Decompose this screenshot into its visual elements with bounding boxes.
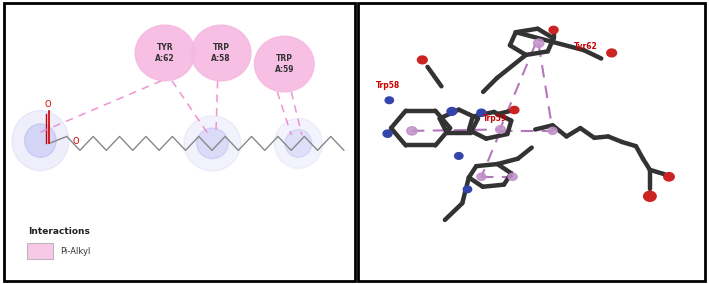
- Circle shape: [549, 26, 558, 34]
- Text: TRP
A:58: TRP A:58: [211, 43, 231, 63]
- Circle shape: [508, 173, 517, 180]
- Ellipse shape: [255, 36, 314, 92]
- Ellipse shape: [274, 118, 323, 168]
- Ellipse shape: [25, 124, 56, 157]
- Circle shape: [607, 49, 617, 57]
- Circle shape: [407, 127, 417, 135]
- Circle shape: [477, 173, 486, 180]
- Text: TRP
A:59: TRP A:59: [274, 54, 294, 74]
- Circle shape: [418, 56, 428, 64]
- Ellipse shape: [184, 116, 241, 171]
- FancyBboxPatch shape: [4, 3, 354, 281]
- Circle shape: [454, 153, 463, 159]
- Ellipse shape: [191, 25, 251, 81]
- Ellipse shape: [135, 25, 195, 81]
- Circle shape: [548, 127, 557, 135]
- FancyBboxPatch shape: [358, 3, 705, 281]
- Ellipse shape: [285, 130, 312, 157]
- Circle shape: [477, 109, 486, 116]
- Text: Interactions: Interactions: [28, 227, 90, 235]
- Circle shape: [510, 106, 519, 114]
- Text: O: O: [72, 137, 79, 147]
- Circle shape: [385, 97, 393, 104]
- Circle shape: [496, 126, 506, 133]
- Text: Trp58: Trp58: [376, 81, 400, 90]
- Ellipse shape: [12, 110, 69, 171]
- FancyBboxPatch shape: [28, 243, 53, 260]
- Circle shape: [383, 130, 392, 137]
- Circle shape: [664, 173, 674, 181]
- Circle shape: [463, 186, 471, 193]
- Text: Pi-Alkyl: Pi-Alkyl: [60, 247, 90, 256]
- Circle shape: [447, 107, 457, 115]
- Circle shape: [533, 39, 544, 47]
- Text: TYR
A:62: TYR A:62: [155, 43, 175, 63]
- Text: O: O: [44, 100, 51, 109]
- Text: Tyr62: Tyr62: [574, 42, 597, 51]
- Circle shape: [644, 191, 656, 201]
- Ellipse shape: [196, 128, 228, 159]
- Text: Trp59: Trp59: [483, 114, 507, 123]
